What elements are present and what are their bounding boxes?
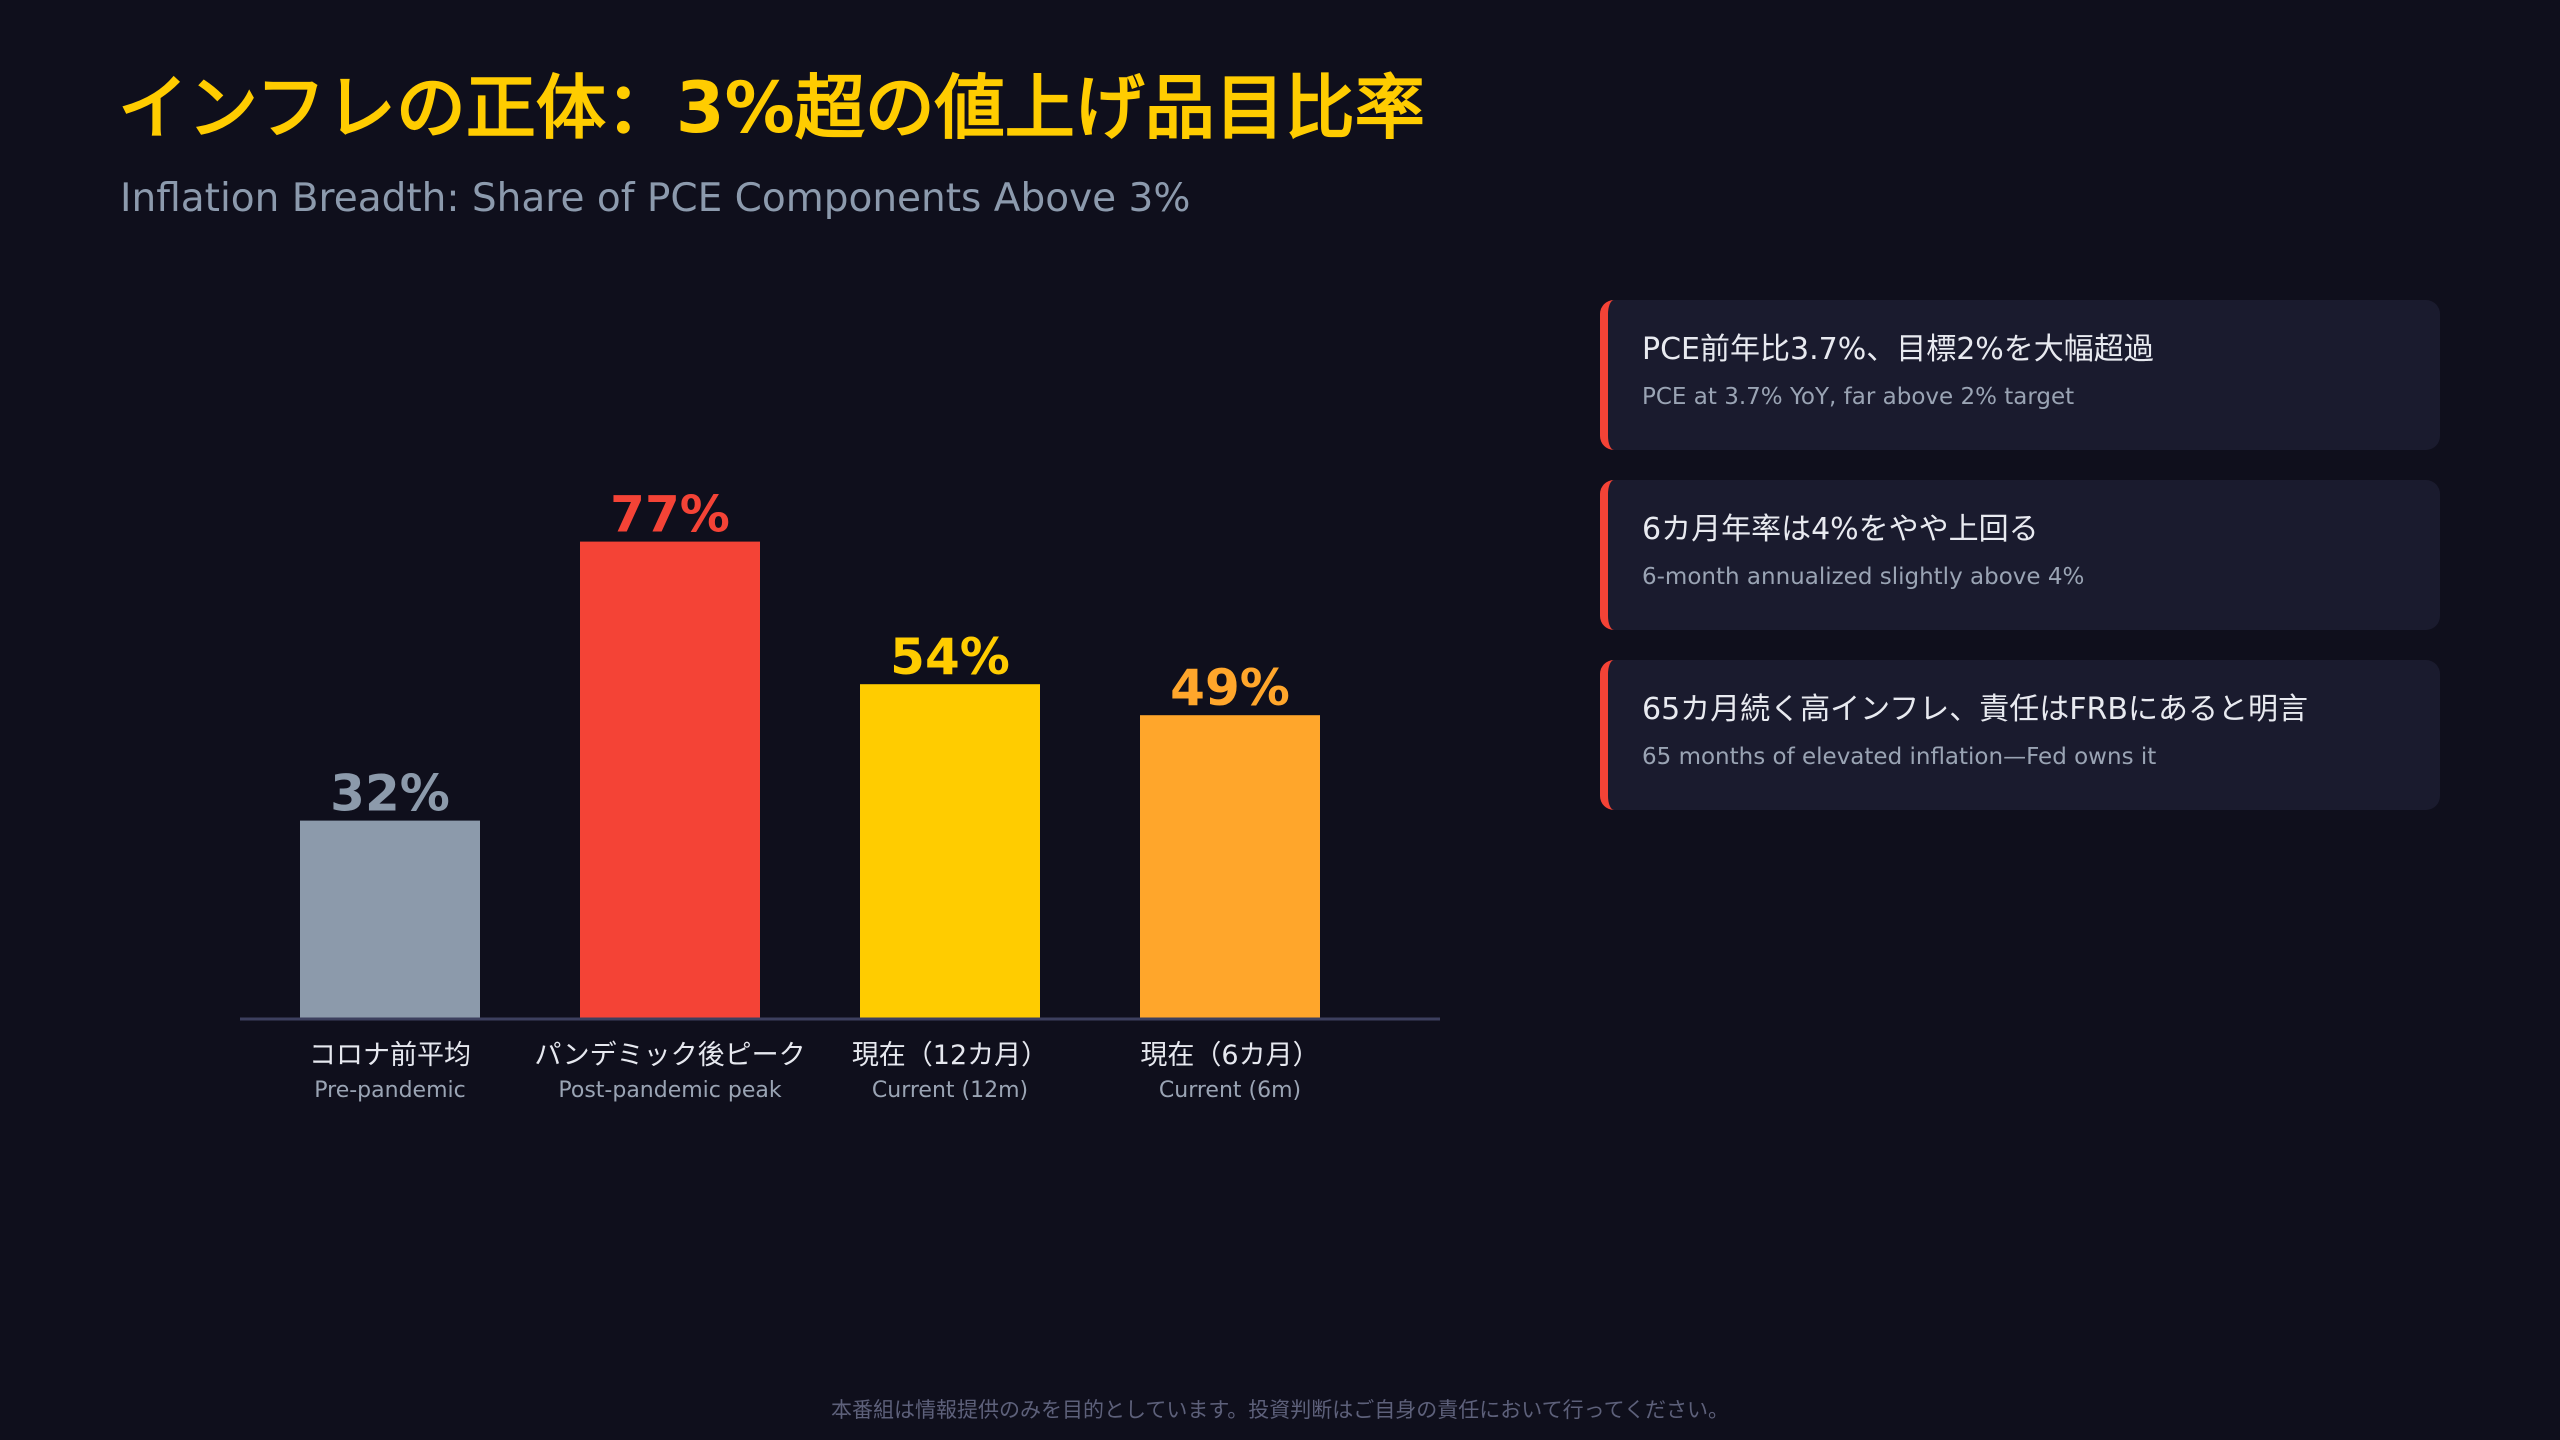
chart-title: インフレの正体：3%超の値上げ品目比率	[118, 67, 1425, 149]
bar-value-label: 54%	[890, 628, 1010, 686]
bar	[580, 541, 760, 1019]
bar	[1140, 715, 1320, 1019]
disclaimer-text: 本番組は情報提供のみを目的としています。投資判断はご自身の責任において行ってくだ…	[831, 1398, 1729, 1422]
bar-chart: 32% コロナ前平均 Pre-pandemic 77% パンデミック後ピーク Post-p…	[240, 486, 1440, 1103]
key-point-subtitle: PCE at 3.7% YoY, far above 2% target	[1642, 384, 2075, 410]
chart-subtitle: Inflation Breadth: Share of PCE Componen…	[120, 176, 1191, 221]
key-points-panel: PCE前年比3.7%、目標2%を大幅超過 PCE at 3.7% YoY, fa…	[1600, 300, 2440, 840]
bar	[860, 684, 1040, 1019]
key-point-subtitle: 65 months of elevated inflation—Fed owns…	[1642, 744, 2157, 770]
key-point-title: 65カ月続く高インフレ、責任はFRBにあると明言	[1642, 692, 2308, 727]
bar-value-label: 32%	[330, 765, 450, 823]
key-point-title: PCE前年比3.7%、目標2%を大幅超過	[1642, 332, 2154, 367]
key-point-title: 6カ月年率は4%をやや上回る	[1642, 512, 2039, 547]
category-label: コロナ前平均	[309, 1040, 471, 1071]
bar-value-label: 77%	[610, 486, 730, 544]
key-point-subtitle: 6-month annualized slightly above 4%	[1642, 564, 2085, 590]
category-label-en: Post-pandemic peak	[558, 1078, 781, 1103]
bar	[300, 820, 480, 1019]
category-label-en: Current (6m)	[1159, 1078, 1301, 1103]
key-point-card: 65カ月続く高インフレ、責任はFRBにあると明言 65 months of el…	[1600, 660, 2440, 810]
category-label: パンデミック後ピーク	[534, 1040, 805, 1071]
category-label-en: Pre-pandemic	[314, 1078, 465, 1103]
category-label: 現在（12カ月）	[852, 1040, 1048, 1071]
key-point-card: 6カ月年率は4%をやや上回る 6-month annualized slight…	[1600, 480, 2440, 630]
category-label: 現在（6カ月）	[1140, 1040, 1319, 1071]
key-point-card: PCE前年比3.7%、目標2%を大幅超過 PCE at 3.7% YoY, fa…	[1600, 300, 2440, 450]
category-label-en: Current (12m)	[872, 1078, 1028, 1103]
bar-value-label: 49%	[1170, 659, 1290, 717]
